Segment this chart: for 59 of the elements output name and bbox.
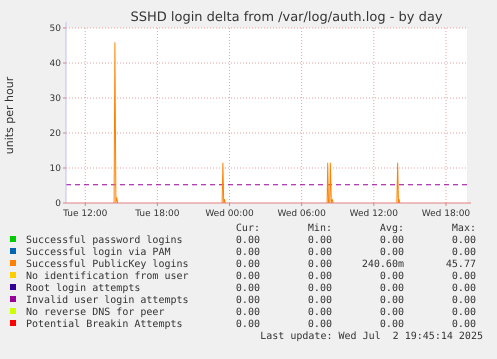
- x-tick-label: Tue 18:00: [134, 209, 180, 219]
- text: 0.00: [380, 283, 404, 294]
- text: 0.00: [236, 247, 260, 258]
- legend-label: No reverse DNS for peer: [26, 307, 164, 318]
- text: 0.00: [236, 283, 260, 294]
- text: 0.00: [380, 319, 404, 330]
- text: 0.00: [308, 259, 332, 270]
- text: 0.00: [236, 235, 260, 246]
- legend-label: Invalid user login attempts: [26, 295, 189, 306]
- text: 0.00: [380, 295, 404, 306]
- text: Last update: Wed Jul 2 19:45:14 2025: [260, 331, 483, 342]
- x-tick-label: Wed 12:00: [350, 209, 398, 219]
- text: 0.00: [452, 307, 476, 318]
- text: 0.00: [236, 259, 260, 270]
- text: 0.00: [308, 235, 332, 246]
- text: 0.00: [308, 283, 332, 294]
- text: Min:: [308, 223, 332, 234]
- x-tick-label: Wed 06:00: [277, 209, 326, 219]
- text: 0.00: [452, 283, 476, 294]
- legend-label: Successful password logins: [26, 235, 183, 246]
- chart-title: SSHD login delta from /var/log/auth.log - by day: [130, 10, 443, 25]
- legend-label: Root login attempts: [26, 283, 140, 294]
- text: 0.00: [308, 271, 332, 282]
- x-tick-label: Wed 00:00: [205, 209, 254, 219]
- x-tick-label: Tue 12:00: [62, 209, 108, 219]
- text: 0.00: [236, 319, 260, 330]
- text: 0.00: [452, 235, 476, 246]
- legend-label: Successful PublicKey logins: [26, 259, 189, 270]
- text: Cur:: [236, 223, 260, 234]
- x-tick-label: Wed 18:00: [422, 209, 470, 219]
- text: 45.77: [446, 259, 476, 270]
- text: 0.00: [452, 295, 476, 306]
- legend-label: Potential Breakin Attempts: [26, 319, 183, 330]
- text: 0.00: [236, 271, 260, 282]
- y-axis-title: units per hour: [3, 76, 16, 154]
- text: 0.00: [308, 319, 332, 330]
- text: 0.00: [308, 247, 332, 258]
- legend-label: Successful login via PAM: [26, 247, 170, 258]
- y-tick-label: 0: [55, 199, 62, 209]
- text: 0.00: [236, 307, 260, 318]
- text: 0.00: [236, 295, 260, 306]
- text: 0.00: [308, 307, 332, 318]
- text: 240.60m: [362, 259, 404, 270]
- text: Max:: [452, 223, 476, 234]
- text: 0.00: [452, 319, 476, 330]
- text: 0.00: [380, 235, 404, 246]
- y-tick-label: 40: [50, 59, 62, 69]
- legend-label: No identification from user: [26, 271, 189, 282]
- text: 0.00: [380, 247, 404, 258]
- text: 0.00: [452, 247, 476, 258]
- text: Avg:: [380, 223, 404, 234]
- text: 0.00: [452, 271, 476, 282]
- y-tick-label: 30: [50, 94, 62, 104]
- y-tick-label: 20: [50, 129, 62, 139]
- y-tick-label: 10: [50, 164, 62, 174]
- text: 0.00: [308, 295, 332, 306]
- text: 0.00: [380, 307, 404, 318]
- y-tick-label: 50: [50, 24, 62, 34]
- text: 0.00: [380, 271, 404, 282]
